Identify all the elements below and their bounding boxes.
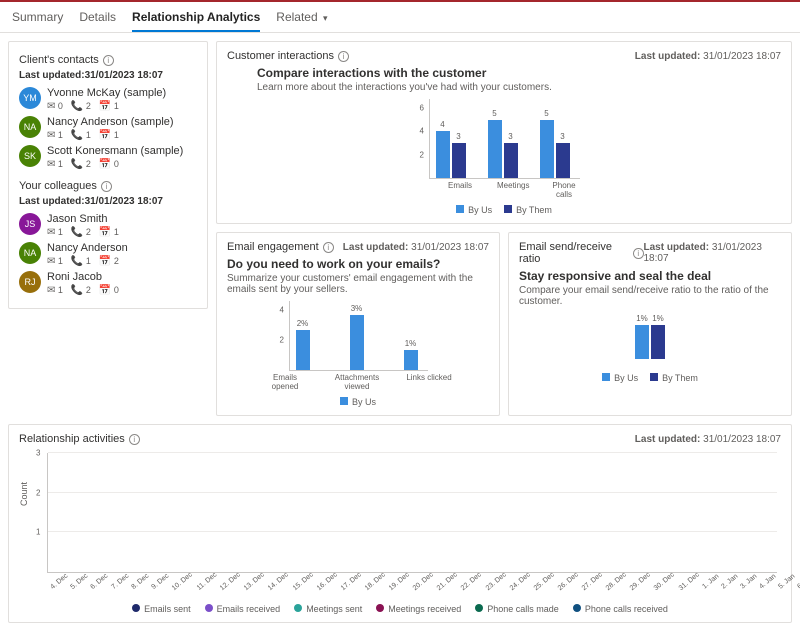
ratio-chart: 1% 1% [519,325,781,359]
contact-row[interactable]: NANancy Anderson (sample)✉ 1📞 1📅 1 [19,116,197,141]
legend-by-them: By Them [662,373,698,383]
email-ratio-panel: Email send/receive ratioi Last updated: … [508,232,792,416]
email-engagement-title: Email engagement [227,241,319,253]
info-icon[interactable]: i [338,51,349,62]
activities-chart: Count 123 [47,453,777,573]
last-updated-label: Last updated: [343,242,409,253]
last-updated-label: Last updated: [19,70,85,81]
calendar-icon: 📅 [99,285,111,296]
tab-relationship-analytics[interactable]: Relationship Analytics [132,6,260,32]
engagement-subdesc: Summarize your customers' email engageme… [227,273,489,295]
last-updated-value: 31/01/2023 18:07 [703,434,781,445]
ratio-them-label: 1% [652,314,664,323]
mail-icon: ✉ [47,227,55,238]
legend-by-us: By Us [614,373,638,383]
phone-icon: 📞 [71,256,83,267]
avatar: SK [19,145,41,167]
phone-icon: 📞 [71,159,83,170]
contact-name: Nancy Anderson (sample) [47,116,174,128]
contact-row[interactable]: RJRoni Jacob✉ 1📞 2📅 0 [19,271,197,296]
engagement-chart: 242%3%1% Emails openedAttachments viewed… [227,301,489,407]
calendar-icon: 📅 [99,256,111,267]
mail-icon: ✉ [47,159,55,170]
info-icon[interactable]: i [129,434,140,445]
tab-related[interactable]: Related ▾ [276,6,327,32]
contact-row[interactable]: YMYvonne McKay (sample)✉ 0📞 2📅 1 [19,87,197,112]
info-icon[interactable]: i [101,181,112,192]
interactions-subtitle: Compare interactions with the customer [257,66,781,80]
email-engagement-panel: Email engagement i Last updated: 31/01/20… [216,232,500,416]
mail-icon: ✉ [47,256,55,267]
ratio-subdesc: Compare your email send/receive ratio to… [519,285,781,307]
engagement-subtitle: Do you need to work on your emails? [227,257,489,271]
avatar: JS [19,213,41,235]
tab-bar: Summary Details Relationship Analytics R… [0,2,800,33]
activities-ylabel: Count [19,481,29,505]
last-updated-value: 31/01/2023 18:07 [411,242,489,253]
email-ratio-title: Email send/receive ratio [519,241,629,265]
last-updated-label: Last updated: [635,434,701,445]
last-updated-label: Last updated: [635,51,701,62]
mail-icon: ✉ [47,285,55,296]
info-icon[interactable]: i [323,242,334,253]
last-updated-value: 31/01/2023 18:07 [85,196,163,207]
tab-related-label: Related [276,10,317,24]
customer-interactions-title: Customer interactions [227,50,334,62]
tab-details[interactable]: Details [79,6,116,32]
contact-name: Roni Jacob [47,271,119,283]
interactions-subdesc: Learn more about the interactions you've… [257,82,781,93]
calendar-icon: 📅 [99,101,111,112]
last-updated-value: 31/01/2023 18:07 [703,51,781,62]
calendar-icon: 📅 [99,159,111,170]
avatar: YM [19,87,41,109]
relationship-activities-title: Relationship activities [19,433,125,445]
phone-icon: 📞 [71,130,83,141]
legend-by-us: By Us [468,205,492,215]
tab-summary[interactable]: Summary [12,6,63,32]
legend-by-them: By Them [516,205,552,215]
right-column: Customer interactions i Last updated: 31/… [216,41,792,416]
last-updated-value: 31/01/2023 18:07 [85,70,163,81]
calendar-icon: 📅 [99,227,111,238]
left-column: Client's contacts i Last updated:31/01/2… [8,41,208,416]
relationship-activities-panel: Relationship activities i Last updated: 3… [8,424,792,623]
legend-by-us: By Us [352,397,376,407]
mail-icon: ✉ [47,101,55,112]
clients-contacts-title: Client's contacts [19,54,99,66]
calendar-icon: 📅 [99,130,111,141]
contact-name: Yvonne McKay (sample) [47,87,166,99]
avatar: RJ [19,271,41,293]
last-updated-label: Last updated: [644,242,710,253]
contact-name: Nancy Anderson [47,242,128,254]
info-icon[interactable]: i [103,55,114,66]
clients-contacts-panel: Client's contacts i Last updated:31/01/2… [8,41,208,309]
last-updated-label: Last updated: [19,196,85,207]
contact-row[interactable]: SKScott Konersmann (sample)✉ 1📞 2📅 0 [19,145,197,170]
ratio-subtitle: Stay responsive and seal the deal [519,269,781,283]
contact-row[interactable]: JSJason Smith✉ 1📞 2📅 1 [19,213,197,238]
contact-name: Jason Smith [47,213,119,225]
avatar: NA [19,242,41,264]
info-icon[interactable]: i [633,248,643,259]
chevron-down-icon: ▾ [323,13,328,23]
phone-icon: 📞 [71,285,83,296]
interactions-chart: 246435353 EmailsMeetingsPhone calls By U… [227,99,781,215]
phone-icon: 📞 [71,227,83,238]
mail-icon: ✉ [47,130,55,141]
phone-icon: 📞 [71,101,83,112]
customer-interactions-panel: Customer interactions i Last updated: 31/… [216,41,792,224]
avatar: NA [19,116,41,138]
your-colleagues-title: Your colleagues [19,180,97,192]
ratio-us-label: 1% [636,314,648,323]
contact-name: Scott Konersmann (sample) [47,145,183,157]
contact-row[interactable]: NANancy Anderson✉ 1📞 1📅 2 [19,242,197,267]
